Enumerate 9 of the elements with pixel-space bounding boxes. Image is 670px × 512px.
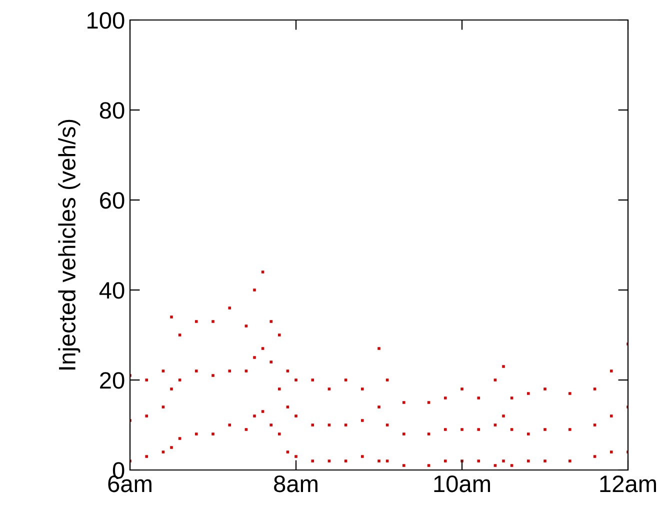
y-tick-label: 80: [100, 102, 124, 119]
y-tick-label: 40: [99, 282, 124, 299]
x-tick-label: 8am: [274, 475, 318, 492]
y-tick-label: 60: [100, 192, 124, 209]
y-tick-label: 20: [100, 372, 124, 389]
x-tick-label: 10am: [434, 475, 490, 492]
y-axis-title: Injected vehicles (veh/s): [58, 120, 80, 370]
x-tick-label: 12am: [600, 475, 656, 492]
y-tick-label: 100: [88, 12, 124, 29]
